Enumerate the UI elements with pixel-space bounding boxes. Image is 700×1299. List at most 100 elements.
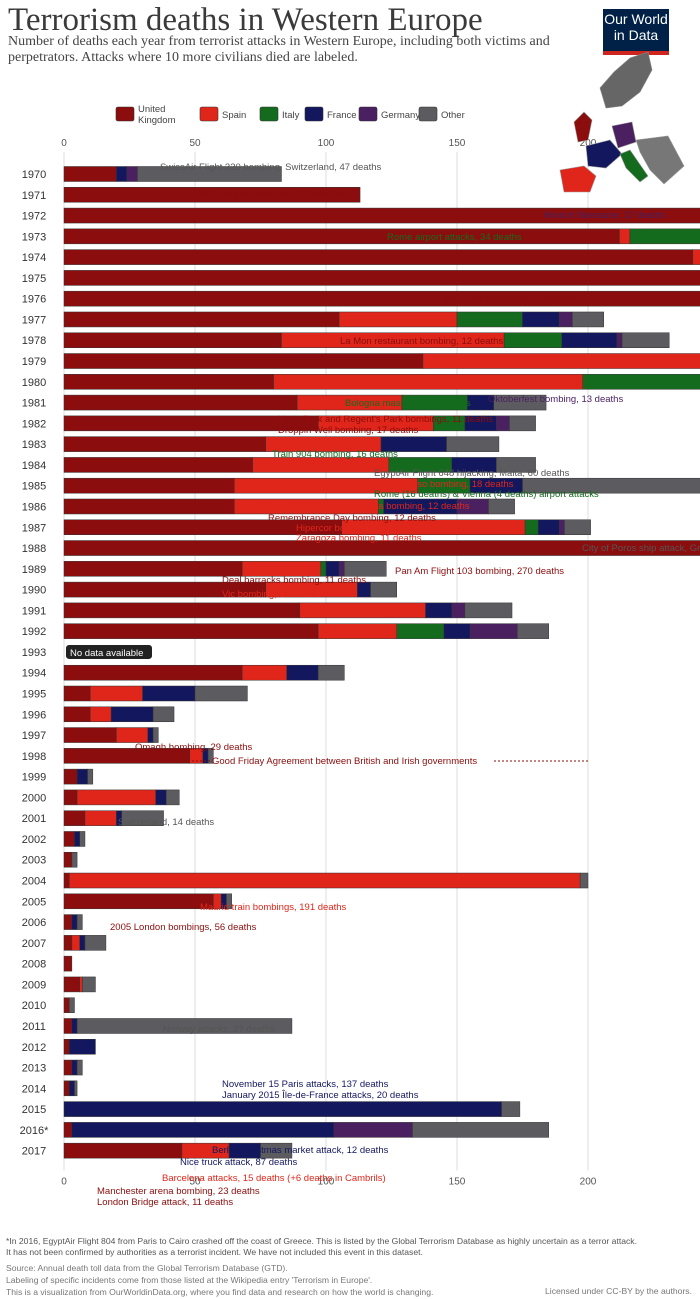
bar-segment — [68, 1080, 75, 1097]
source-line-1: Source: Annual death toll data from the … — [6, 1263, 288, 1273]
year-label: 2013 — [22, 1063, 46, 1075]
bar-segment — [155, 789, 167, 806]
bar-segment — [84, 935, 107, 951]
no-data-badge — [66, 644, 152, 659]
bar-segment — [152, 727, 159, 743]
year-label: 1978 — [22, 335, 46, 347]
bar-segment — [692, 249, 700, 265]
map-other — [635, 135, 685, 185]
annotation: Rome airport attacks, 34 deaths — [387, 232, 522, 243]
year-label: 2010 — [22, 1000, 46, 1012]
map-italy — [619, 149, 649, 183]
bar-segment — [446, 436, 500, 452]
bar-segment — [63, 290, 700, 307]
year-label: 1995 — [22, 689, 46, 701]
legend-swatch — [115, 106, 135, 122]
bar-segment — [273, 374, 584, 390]
bar-segment — [63, 976, 80, 993]
bar-segment — [524, 519, 539, 536]
legend-label: Other — [441, 110, 465, 121]
bar-segment — [488, 498, 515, 515]
annotation: Remembrance Day bombing, 12 deaths — [268, 513, 436, 524]
annotation: El Descanso bombing, 18 deaths — [374, 479, 514, 490]
license-note: Licensed under CC-BY by the authors. — [545, 1286, 692, 1296]
x-tick-label-top: 50 — [189, 138, 201, 149]
year-label: 1994 — [22, 668, 46, 680]
bar-segment — [63, 935, 73, 951]
bar-segment — [71, 935, 80, 951]
annotation: Switzerland, 14 deaths — [118, 817, 214, 828]
x-tick-label-top: 0 — [61, 138, 67, 149]
bar-segment — [63, 1142, 183, 1159]
bar-segment — [619, 228, 631, 245]
bar-segment — [425, 602, 453, 619]
no-data-label: No data available — [70, 648, 143, 659]
footnote-line-1: *In 2016, EgyptAir Flight 804 from Paris… — [6, 1236, 637, 1246]
bar-segment — [63, 706, 91, 723]
year-label: 1981 — [22, 398, 46, 410]
year-label: 2007 — [22, 938, 46, 950]
bar-segment — [68, 1039, 96, 1055]
annotation: November 15 Paris attacks, 137 deaths — [222, 1079, 389, 1090]
bar-segment — [76, 914, 83, 930]
year-label: 1997 — [22, 730, 46, 742]
bar-segment — [147, 727, 154, 743]
bar-segment — [76, 768, 88, 785]
bar-segment — [63, 685, 91, 702]
bar-segment — [63, 872, 70, 889]
logo-line-2: in Data — [613, 27, 659, 43]
bar-segment — [79, 831, 86, 847]
legend-swatch — [358, 106, 378, 122]
annotation: Manchester arena bombing, 23 deaths — [97, 1186, 260, 1197]
bar-segment — [142, 685, 196, 702]
owid-logo[interactable]: Our World in Data — [603, 9, 669, 55]
legend-swatch — [259, 106, 279, 122]
bar-segment — [116, 727, 149, 743]
annotation: Oktoberfest bombing, 13 deaths — [488, 394, 623, 405]
bar-segment — [74, 831, 80, 847]
annotation: Rome (16 deaths) & Vienna (4 deaths) air… — [374, 489, 599, 500]
bar-segment — [629, 228, 700, 245]
bar-segment — [116, 166, 128, 182]
year-label: 1982 — [22, 418, 46, 430]
bar-segment — [63, 602, 301, 619]
annotation: Zaragoza bombing, 11 deaths — [296, 533, 422, 544]
bar-segment — [87, 768, 94, 785]
annotation: Berlin Christmas market attack, 12 death… — [212, 1145, 389, 1156]
year-label: 1976 — [22, 294, 46, 306]
x-tick-label-bottom: 150 — [449, 1177, 466, 1188]
annotation: Plaza República Dominicana bombing, 12 d… — [262, 501, 470, 512]
x-tick-label-bottom: 200 — [580, 1177, 597, 1188]
annotation: Vic bombing, 10 deaths — [222, 589, 321, 600]
bar-segment — [333, 1122, 413, 1138]
bar-segment — [503, 332, 563, 348]
year-label: 1992 — [22, 626, 46, 638]
year-label: 1983 — [22, 439, 46, 451]
bar-segment — [63, 436, 266, 452]
bar-segment — [63, 851, 73, 868]
bar-segment — [110, 706, 154, 723]
legend-label: Italy — [282, 110, 300, 121]
annotation: Good Friday Agreement between British an… — [212, 756, 477, 767]
bar-segment — [63, 270, 700, 286]
legend-label: United — [138, 104, 165, 115]
year-label: 2006 — [22, 917, 46, 929]
year-label: 2002 — [22, 834, 46, 846]
year-label: 2001 — [22, 813, 46, 825]
bar-segment — [63, 1039, 70, 1055]
year-label: 2016* — [20, 1125, 49, 1137]
year-label: 2015 — [22, 1104, 46, 1116]
year-label: 2017 — [22, 1146, 46, 1158]
bar-segment — [71, 1018, 78, 1034]
map-france — [585, 139, 623, 169]
x-tick-label-top: 150 — [449, 138, 466, 149]
year-label: 1973 — [22, 231, 46, 243]
bar-segment — [63, 561, 243, 577]
year-label: 1998 — [22, 751, 46, 763]
bar-segment — [299, 602, 426, 619]
bar-segment — [207, 748, 214, 764]
bar-segment — [63, 664, 243, 681]
bar-segment — [79, 935, 86, 951]
year-label: 1989 — [22, 564, 46, 576]
bar-segment — [522, 311, 560, 328]
